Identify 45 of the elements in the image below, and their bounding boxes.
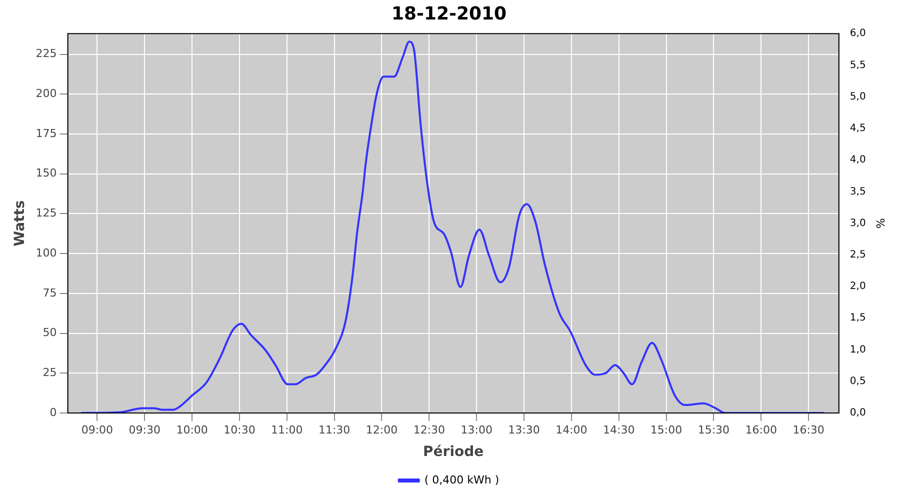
- y2-tick-label: 4,5: [850, 123, 866, 134]
- y2-tick-label: 5,5: [850, 60, 866, 71]
- y2-tick-label: 3,0: [850, 218, 866, 229]
- y2-tick-label: 4,0: [850, 154, 866, 166]
- x-tick-label: 09:00: [81, 423, 114, 436]
- x-tick-label: 12:30: [413, 423, 446, 436]
- y-tick-label: 175: [36, 126, 57, 140]
- y2-axis-title: %: [874, 218, 887, 229]
- legend-label: ( 0,400 kWh ): [424, 473, 500, 486]
- x-tick-label: 09:30: [128, 423, 160, 436]
- y2-tick-label: 1,0: [850, 344, 866, 356]
- y2-tick-label: 0,0: [850, 408, 866, 419]
- y2-tick-label: 2,5: [850, 250, 866, 261]
- y2-tick-label: 2,0: [850, 281, 866, 292]
- y-tick-label: 100: [36, 246, 57, 260]
- x-tick-label: 14:30: [603, 423, 635, 436]
- y-tick-label: 125: [36, 206, 57, 220]
- x-tick-label: 16:00: [745, 423, 777, 436]
- x-tick-label: 16:30: [792, 423, 824, 436]
- y-tick-label: 200: [36, 87, 57, 100]
- y-tick-label: 150: [36, 166, 57, 180]
- x-tick-label: 11:00: [271, 423, 303, 436]
- y2-tick-label: 6,0: [850, 28, 866, 40]
- x-tick-label: 10:30: [224, 423, 256, 436]
- x-tick-label: 13:00: [460, 423, 492, 436]
- y-tick-label: 25: [42, 366, 57, 380]
- y2-tick-label: 1,5: [850, 312, 866, 324]
- y2-tick-label: 0,5: [850, 376, 866, 387]
- x-tick-label: 10:00: [176, 423, 208, 436]
- y2-tick-label: 5,0: [850, 91, 866, 102]
- line-series: [80, 40, 825, 413]
- y-tick-label: 0: [50, 406, 57, 419]
- x-tick-label: 11:30: [318, 423, 350, 436]
- x-tick-label: 12:00: [366, 423, 398, 436]
- y2-tick-label: 3,5: [850, 186, 866, 198]
- y-tick-label: 50: [42, 326, 57, 340]
- x-tick-label: 15:30: [698, 423, 730, 436]
- x-tick-label: 14:00: [556, 423, 588, 436]
- y-tick-label: 75: [42, 286, 57, 300]
- x-tick-label: 13:30: [508, 423, 540, 436]
- x-axis-title: Période: [423, 444, 484, 460]
- y-axis-title: Watts: [12, 200, 28, 246]
- x-tick-label: 15:00: [650, 423, 682, 436]
- y-tick-label: 225: [36, 47, 57, 60]
- chart-title: 18-12-2010: [391, 3, 507, 24]
